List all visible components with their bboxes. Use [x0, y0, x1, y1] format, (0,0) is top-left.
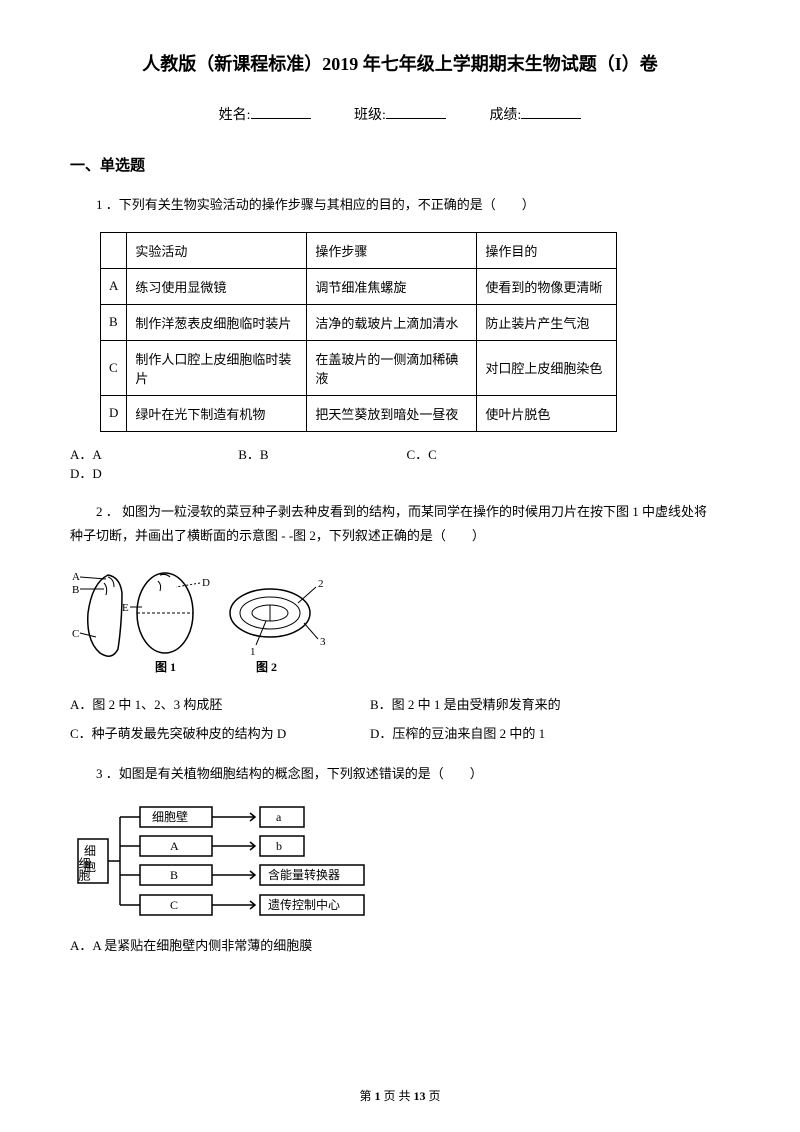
- cell: 练习使用显微镜: [127, 268, 307, 304]
- svg-text:A: A: [72, 571, 80, 583]
- cell: 对口腔上皮细胞染色: [477, 340, 617, 395]
- footer-total: 13: [414, 1089, 426, 1103]
- q2-opt-b: B．图 2 中 1 是由受精卵发育来的: [370, 691, 670, 720]
- svg-text:细: 细: [84, 844, 96, 858]
- svg-text:1: 1: [250, 646, 256, 658]
- cell: 调节细准焦螺旋: [307, 268, 477, 304]
- q1-options: A．A B．B C．C D．D: [70, 444, 730, 482]
- svg-text:B: B: [170, 868, 178, 882]
- footer-middle: 页 共: [380, 1089, 413, 1103]
- class-blank: [386, 118, 446, 119]
- svg-text:C: C: [170, 898, 178, 912]
- cell: 洁净的载玻片上滴加清水: [307, 304, 477, 340]
- q2-stem-l1: 2 ． 如图为一粒浸软的菜豆种子剥去种皮看到的结构，而某同学在操作的时候用刀片在…: [70, 500, 730, 525]
- cell: 把天竺葵放到暗处一昼夜: [307, 395, 477, 431]
- cell: 制作洋葱表皮细胞临时装片: [127, 304, 307, 340]
- cell: C: [101, 340, 127, 395]
- fig1-left: A B C: [72, 571, 122, 656]
- cell: [101, 232, 127, 268]
- score-label: 成绩:: [489, 104, 521, 124]
- cell: A: [101, 268, 127, 304]
- q1-table: 实验活动 操作步骤 操作目的 A 练习使用显微镜 调节细准焦螺旋 使看到的物像更…: [100, 232, 617, 432]
- svg-text:C: C: [72, 628, 79, 640]
- svg-text:E: E: [122, 602, 129, 614]
- table-row: D 绿叶在光下制造有机物 把天竺葵放到暗处一昼夜 使叶片脱色: [101, 395, 617, 431]
- cell: 使叶片脱色: [477, 395, 617, 431]
- name-blank: [251, 118, 311, 119]
- svg-text:图 1: 图 1: [155, 660, 176, 674]
- name-label: 姓名:: [219, 104, 251, 124]
- cell: D: [101, 395, 127, 431]
- score-blank: [521, 118, 581, 119]
- svg-text:含能量转换器: 含能量转换器: [268, 867, 340, 882]
- cell: 操作目的: [477, 232, 617, 268]
- svg-text:细胞壁: 细胞壁: [152, 809, 188, 824]
- table-row: B 制作洋葱表皮细胞临时装片 洁净的载玻片上滴加清水 防止装片产生气泡: [101, 304, 617, 340]
- q1-stem: 1 ．下列有关生物实验活动的操作步骤与其相应的目的，不正确的是（ ）: [70, 193, 730, 218]
- class-label: 班级:: [354, 104, 386, 124]
- svg-text:B: B: [72, 584, 79, 596]
- q2-stem-l2: 种子切断，并画出了横断面的示意图 - -图 2，下列叙述正确的是（ ）: [70, 524, 730, 549]
- cell: 使看到的物像更清晰: [477, 268, 617, 304]
- section-header: 一、单选题: [70, 154, 730, 175]
- cell: 操作步骤: [307, 232, 477, 268]
- cell: 在盖玻片的一侧滴加稀碘液: [307, 340, 477, 395]
- svg-text:3: 3: [320, 636, 326, 648]
- q1-opt-c: C．C: [407, 444, 572, 463]
- cell: 绿叶在光下制造有机物: [127, 395, 307, 431]
- q2-opt-d: D．压榨的豆油来自图 2 中的 1: [370, 720, 670, 749]
- svg-text:a: a: [276, 810, 282, 824]
- footer-suffix: 页: [426, 1089, 441, 1103]
- svg-text:b: b: [276, 839, 282, 853]
- svg-text:D: D: [202, 577, 210, 589]
- q2-figure: A B C D E 图 1 1 2: [70, 563, 730, 683]
- svg-text:A: A: [170, 839, 179, 853]
- q1-opt-b: B．B: [238, 444, 403, 463]
- q2-options: A．图 2 中 1、2、3 构成胚 B．图 2 中 1 是由受精卵发育来的 C．…: [70, 691, 730, 748]
- page-title: 人教版（新课程标准）2019 年七年级上学期期末生物试题（I）卷: [70, 50, 730, 76]
- q3-stem: 3 ．如图是有关植物细胞结构的概念图，下列叙述错误的是（ ）: [70, 762, 730, 787]
- footer-prefix: 第: [359, 1089, 374, 1103]
- cell: 防止装片产生气泡: [477, 304, 617, 340]
- page-footer: 第 1 页 共 13 页: [0, 1087, 800, 1104]
- table-row: 实验活动 操作步骤 操作目的: [101, 232, 617, 268]
- q2-opt-c: C．种子萌发最先突破种皮的结构为 D: [70, 720, 370, 749]
- fig2: 1 2 3 图 2: [230, 578, 326, 674]
- q1-opt-a: A．A: [70, 444, 235, 463]
- table-row: C 制作人口腔上皮细胞临时装片 在盖玻片的一侧滴加稀碘液 对口腔上皮细胞染色: [101, 340, 617, 395]
- svg-text:图 2: 图 2: [256, 660, 277, 674]
- fig1-right: D E 图 1: [122, 573, 210, 674]
- q3-figure: 细胞 细 胞 细胞壁 A B C a b 含能量转换器 遗传控制: [70, 801, 730, 926]
- cell: 制作人口腔上皮细胞临时装片: [127, 340, 307, 395]
- q3-opt-a: A．A 是紧贴在细胞壁内侧非常薄的细胞膜: [70, 934, 730, 959]
- table-row: A 练习使用显微镜 调节细准焦螺旋 使看到的物像更清晰: [101, 268, 617, 304]
- q2-opt-a: A．图 2 中 1、2、3 构成胚: [70, 691, 370, 720]
- info-line: 姓名: 班级: 成绩:: [70, 104, 730, 124]
- cell: 实验活动: [127, 232, 307, 268]
- q1-opt-d: D．D: [70, 463, 235, 482]
- svg-text:胞: 胞: [84, 860, 96, 874]
- svg-text:2: 2: [318, 578, 324, 590]
- cell: B: [101, 304, 127, 340]
- svg-text:遗传控制中心: 遗传控制中心: [268, 897, 340, 912]
